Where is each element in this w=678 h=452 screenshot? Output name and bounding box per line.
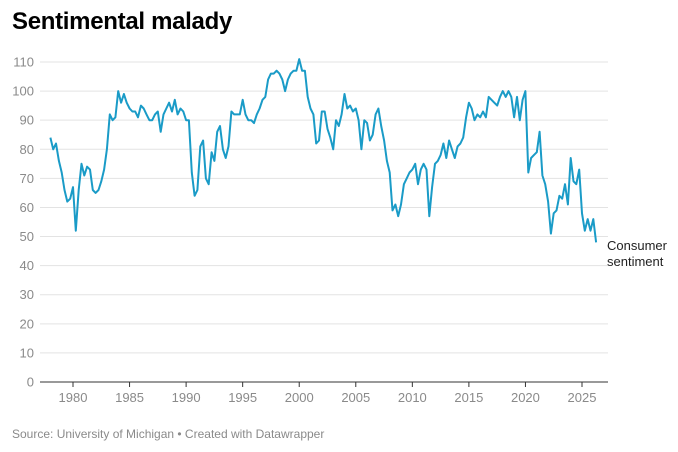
y-tick-label: 70 (20, 171, 34, 186)
y-tick-label: 0 (27, 375, 34, 390)
chart-title: Sentimental malady (12, 8, 233, 35)
x-tick-label: 2015 (454, 390, 483, 405)
x-tick-label: 2005 (341, 390, 370, 405)
source-note: Source: University of Michigan • Created… (12, 427, 325, 441)
x-tick-label: 2025 (568, 390, 597, 405)
y-tick-label: 90 (20, 113, 34, 128)
y-tick-label: 60 (20, 200, 34, 215)
y-tick-label: 40 (20, 258, 34, 273)
y-tick-label: 80 (20, 142, 34, 157)
x-tick-label: 1995 (228, 390, 257, 405)
x-tick-label: 1980 (59, 390, 88, 405)
x-tick-label: 2010 (398, 390, 427, 405)
series-label: Consumer sentiment (607, 238, 668, 269)
y-tick-label: 110 (13, 55, 34, 70)
x-tick-label: 2020 (511, 390, 540, 405)
y-tick-label: 10 (20, 345, 34, 360)
y-tick-label: 50 (20, 229, 34, 244)
y-tick-label: 30 (20, 287, 34, 302)
series-line-consumer-sentiment (49, 58, 598, 243)
x-tick-label: 2000 (285, 390, 314, 405)
y-tick-label: 100 (12, 84, 34, 99)
x-tick-label: 1985 (115, 390, 144, 405)
y-tick-label: 20 (20, 316, 34, 331)
x-tick-label: 1990 (172, 390, 201, 405)
